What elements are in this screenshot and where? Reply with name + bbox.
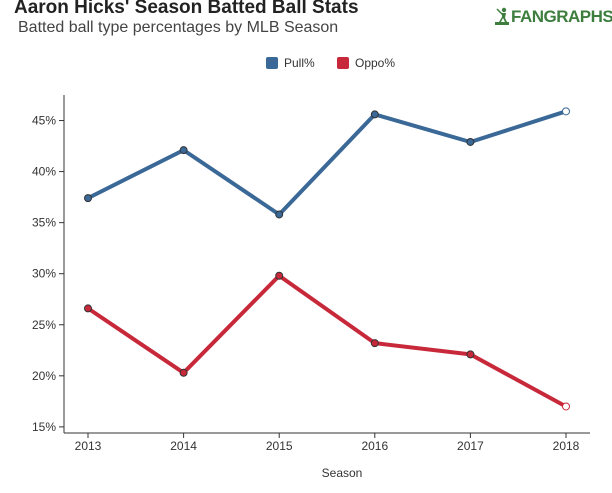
y-tick-label: 35% — [32, 216, 56, 230]
legend-label-pull: Pull% — [284, 56, 315, 70]
x-tick-label: 2018 — [553, 439, 580, 453]
data-point-oppo[interactable] — [84, 304, 92, 313]
data-point-pull[interactable] — [179, 146, 188, 155]
data-point-oppo[interactable] — [275, 271, 284, 280]
series-line-pull — [86, 109, 568, 217]
x-tick-label: 2013 — [75, 439, 102, 453]
data-point-pull[interactable] — [466, 137, 475, 146]
y-tick-label: 30% — [32, 267, 56, 281]
data-point-pull[interactable] — [84, 194, 92, 203]
x-tick-label: 2015 — [266, 439, 293, 453]
logo-text: FANGRAPHS — [511, 7, 612, 26]
data-point-oppo[interactable] — [466, 350, 475, 359]
legend-item-pull[interactable]: Pull% — [266, 56, 315, 70]
data-point-oppo[interactable] — [179, 368, 188, 377]
y-tick-label: 45% — [32, 114, 56, 128]
series-layer — [84, 107, 570, 411]
chart-title: Aaron Hicks' Season Batted Ball Stats — [14, 0, 359, 18]
legend-label-oppo: Oppo% — [355, 56, 395, 70]
x-axis-label: Season — [322, 466, 363, 480]
x-tick-label: 2014 — [170, 439, 197, 453]
legend-swatch-oppo — [337, 57, 349, 69]
x-ticks: 2013 2014 2015 2016 2017 2018 — [75, 433, 580, 453]
data-point-oppo[interactable] — [562, 402, 570, 411]
x-tick-label: 2017 — [457, 439, 484, 453]
batter-icon — [495, 7, 509, 25]
y-tick-label: 20% — [32, 369, 56, 383]
y-tick-label: 15% — [32, 420, 56, 434]
x-tick-label: 2016 — [361, 439, 388, 453]
legend: Pull% Oppo% — [266, 56, 395, 70]
data-point-pull[interactable] — [562, 107, 570, 116]
y-tick-label: 40% — [32, 165, 56, 179]
chart-subtitle: Batted ball type percentages by MLB Seas… — [18, 19, 339, 36]
series-line-oppo — [86, 273, 568, 409]
data-point-oppo[interactable] — [370, 339, 379, 348]
legend-swatch-pull — [266, 57, 278, 69]
data-point-pull[interactable] — [275, 210, 284, 219]
fangraphs-logo: FANGRAPHS — [495, 6, 612, 26]
data-point-pull[interactable] — [370, 110, 379, 119]
y-tick-label: 25% — [32, 318, 56, 332]
y-ticks: 15% 20% 25% 30% 35% 40% 45% — [32, 114, 64, 434]
legend-item-oppo[interactable]: Oppo% — [337, 56, 395, 70]
